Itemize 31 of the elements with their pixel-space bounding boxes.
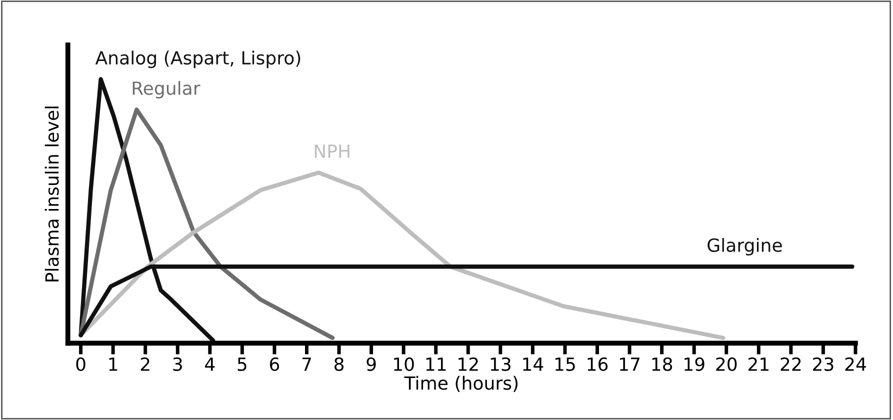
x-tick-label: 8 (334, 357, 344, 372)
series-label: Analog (Aspart, Lispro) (95, 50, 300, 68)
x-tick-label: 13 (490, 357, 510, 372)
x-tick-label: 20 (716, 357, 737, 372)
x-axis-title: Time (hours) (404, 376, 518, 392)
y-axis-title: Plasma insulin level (44, 106, 59, 282)
series-label: Regular (132, 81, 200, 98)
x-tick-label: 19 (684, 357, 704, 372)
x-tick-label: 4 (205, 358, 215, 371)
x-tick-label: 24 (845, 357, 866, 371)
x-tick-label: 15 (555, 358, 575, 372)
x-tick-label: 12 (458, 357, 478, 371)
x-tick-label: 0 (76, 357, 86, 372)
x-tick-label: 23 (813, 357, 834, 372)
x-tick-label: 21 (748, 357, 768, 371)
x-tick-label: 18 (652, 357, 672, 372)
x-tick-label: 22 (780, 357, 801, 371)
series-label: Glargine (708, 238, 782, 256)
x-tick-label: 11 (426, 358, 446, 371)
series-label: NPH (314, 144, 350, 158)
x-tick-label: 1 (109, 358, 118, 371)
x-tick-label: 3 (173, 357, 182, 372)
x-tick-label: 2 (140, 357, 150, 371)
x-tick-label: 7 (302, 358, 311, 371)
x-tick-label: 6 (270, 357, 280, 372)
x-tick-label: 10 (394, 357, 414, 372)
x-tick-label: 14 (523, 358, 544, 371)
x-tick-label: 5 (238, 358, 246, 372)
x-tick-label: 17 (620, 358, 640, 371)
x-tick-label: 16 (588, 357, 608, 372)
x-tick-label: 9 (366, 357, 376, 372)
